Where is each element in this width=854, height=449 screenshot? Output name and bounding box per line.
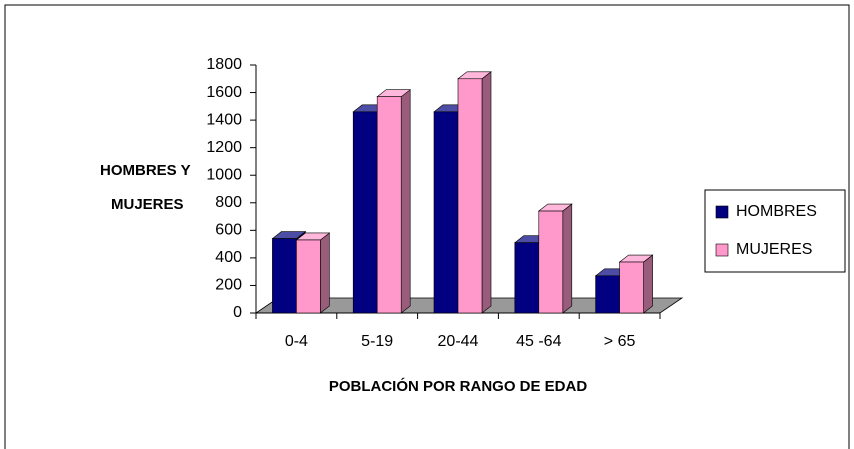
legend-label: HOMBRES (736, 203, 817, 220)
y-tick-label: 200 (215, 277, 242, 294)
y-tick-label: 600 (215, 222, 242, 239)
bar-side (481, 71, 492, 314)
legend (704, 189, 846, 273)
y-tick-label: 1400 (206, 111, 242, 128)
y-tick-label: 1000 (206, 166, 242, 183)
bar (595, 275, 620, 314)
bar-side (400, 89, 411, 314)
bar-side (320, 232, 330, 314)
bar (352, 111, 378, 314)
bar-side (643, 254, 653, 314)
x-tick-label: > 65 (604, 333, 636, 350)
y-tick-label: 400 (215, 249, 242, 266)
x-tick-label: 5-19 (361, 333, 393, 350)
bar (433, 111, 459, 314)
bar (619, 261, 644, 314)
y-tick-label: 1200 (206, 139, 242, 156)
x-tick-label: 45 -64 (516, 333, 561, 350)
y-tick-label: 0 (233, 304, 242, 321)
bar (376, 96, 402, 314)
legend-label: MUJERES (736, 241, 812, 258)
y-axis-label: HOMBRES Y (100, 162, 191, 179)
bar (296, 239, 321, 314)
bar (457, 78, 483, 314)
bar-side (562, 203, 573, 314)
y-tick-label: 1600 (206, 84, 242, 101)
y-axis-label: MUJERES (111, 196, 184, 213)
bar (272, 238, 297, 314)
x-tick-label: 20-44 (438, 333, 479, 350)
bar (514, 242, 540, 314)
y-tick-label: 1800 (206, 56, 242, 73)
bar (538, 210, 564, 314)
x-axis-label: POBLACIÓN POR RANGO DE EDAD (329, 377, 588, 395)
y-tick-label: 800 (215, 194, 242, 211)
legend-swatch (715, 205, 729, 219)
legend-swatch (715, 243, 729, 257)
x-tick-label: 0-4 (285, 333, 308, 350)
frame (4, 4, 850, 449)
